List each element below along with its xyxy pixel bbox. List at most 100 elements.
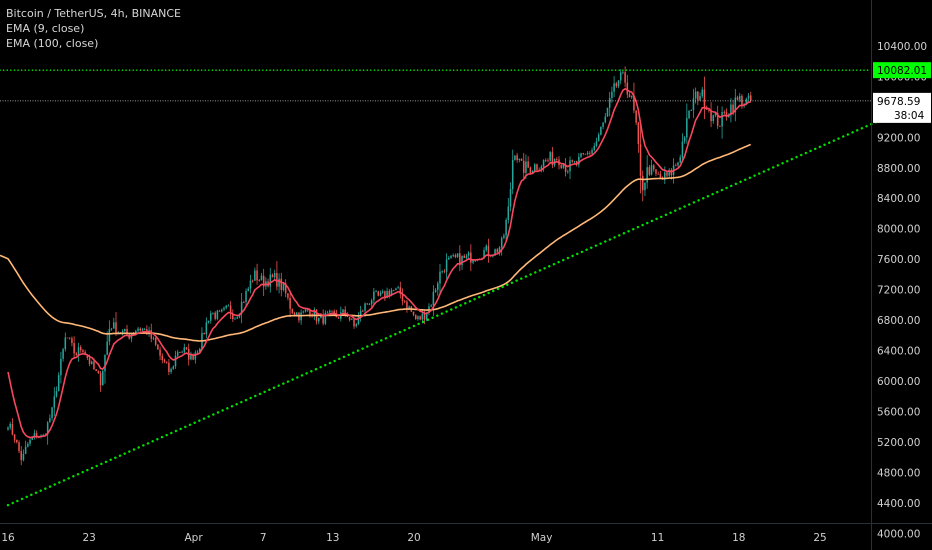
candle-body	[655, 169, 657, 174]
candle-body	[68, 337, 71, 339]
ema100-line	[0, 143, 752, 342]
candle-body	[708, 109, 710, 111]
y-tick-label: 6400.00	[877, 346, 920, 358]
candle-body	[681, 141, 684, 158]
candle-body	[395, 288, 397, 291]
x-tick-label: 18	[732, 532, 745, 544]
candle-body	[49, 418, 51, 423]
candle-body	[741, 95, 743, 106]
candle-body	[463, 255, 465, 258]
candle-body	[154, 337, 157, 345]
candle-body	[390, 289, 393, 296]
candle-body	[223, 307, 225, 310]
candle-body	[648, 167, 651, 175]
last-price-tag: 9678.59 38:04	[873, 92, 931, 123]
candle-body	[278, 278, 280, 287]
candle-body	[161, 355, 164, 361]
candle-body	[571, 160, 573, 162]
y-tick-label: 8800.00	[877, 163, 920, 175]
candle-body	[66, 337, 69, 339]
candle-body	[302, 311, 305, 313]
candle-body	[701, 89, 704, 96]
candle-body	[344, 309, 346, 315]
candle-body	[547, 160, 549, 162]
candle-body	[725, 112, 728, 117]
candle-body	[64, 337, 67, 350]
candle-body	[269, 274, 272, 287]
candle-body	[556, 158, 558, 160]
candle-body	[381, 291, 384, 293]
candle-body	[408, 306, 410, 309]
candle-body	[249, 280, 252, 289]
candle-body	[20, 451, 22, 461]
candle-body	[635, 110, 637, 123]
candle-body	[472, 260, 474, 263]
candle-body	[496, 249, 499, 253]
candle-body	[520, 158, 523, 161]
candle-body	[181, 351, 183, 353]
candle-body	[659, 173, 662, 178]
candle-body	[668, 169, 670, 176]
candle-body	[168, 362, 170, 372]
candle-body	[421, 313, 424, 320]
candle-body	[639, 144, 642, 176]
candle-body	[46, 422, 49, 435]
legend-ema100[interactable]: EMA (100, close)	[6, 37, 99, 50]
candle-body	[483, 250, 485, 259]
candle-body	[536, 164, 538, 170]
candle-body	[185, 347, 188, 349]
candle-body	[437, 283, 439, 290]
candle-body	[137, 328, 139, 331]
candle-body	[179, 352, 181, 353]
candle-body	[143, 329, 146, 330]
candle-body	[86, 354, 89, 358]
candle-body	[686, 118, 688, 138]
candle-body	[342, 309, 344, 313]
candle-body	[35, 433, 38, 438]
candle-body	[205, 322, 208, 335]
candle-body	[209, 313, 212, 321]
plot-area[interactable]	[0, 66, 909, 507]
candle-body	[456, 253, 459, 258]
x-tick-label: 7	[260, 532, 267, 544]
candle-body	[602, 122, 604, 127]
candle-body	[221, 309, 223, 312]
candle-body	[113, 322, 115, 329]
candle-body	[216, 310, 219, 319]
candle-body	[172, 366, 175, 369]
legend-ema9[interactable]: EMA (9, close)	[6, 22, 85, 35]
candle-body	[306, 309, 309, 311]
candle-body	[525, 161, 527, 173]
candle-body	[165, 361, 168, 363]
candle-body	[106, 341, 108, 355]
candle-body	[75, 353, 78, 355]
candle-body	[62, 349, 64, 359]
candle-body	[97, 371, 100, 374]
support-trendline[interactable]	[6, 107, 909, 507]
candle-body	[465, 255, 468, 258]
x-tick-label: 23	[83, 532, 96, 544]
legend-symbol[interactable]: Bitcoin / TetherUS, 4h, BINANCE	[6, 7, 182, 20]
resistance-price-tag: 10082.01	[873, 62, 931, 79]
candle-body	[688, 110, 690, 119]
candle-body	[584, 153, 587, 155]
candle-body	[73, 343, 75, 354]
candle-body	[24, 446, 27, 454]
candle-body	[630, 95, 633, 98]
candle-body	[115, 322, 117, 334]
candle-body	[507, 206, 510, 221]
candle-body	[392, 289, 395, 291]
candle-body	[683, 137, 686, 142]
candle-body	[218, 310, 221, 312]
candle-body	[331, 310, 333, 312]
time-axis[interactable]: 16 23 Apr 7 13 20 May 11 18 25	[1, 532, 826, 544]
candle-body	[326, 312, 329, 314]
price-axis[interactable]: 4000.00 4400.00 4800.00 5200.00 5600.00 6000.…	[877, 41, 927, 540]
candle-body	[192, 354, 194, 360]
candle-body	[719, 125, 721, 127]
candle-body	[518, 158, 521, 161]
candle-body	[474, 260, 477, 262]
svg-text:9678.59: 9678.59	[877, 96, 920, 108]
